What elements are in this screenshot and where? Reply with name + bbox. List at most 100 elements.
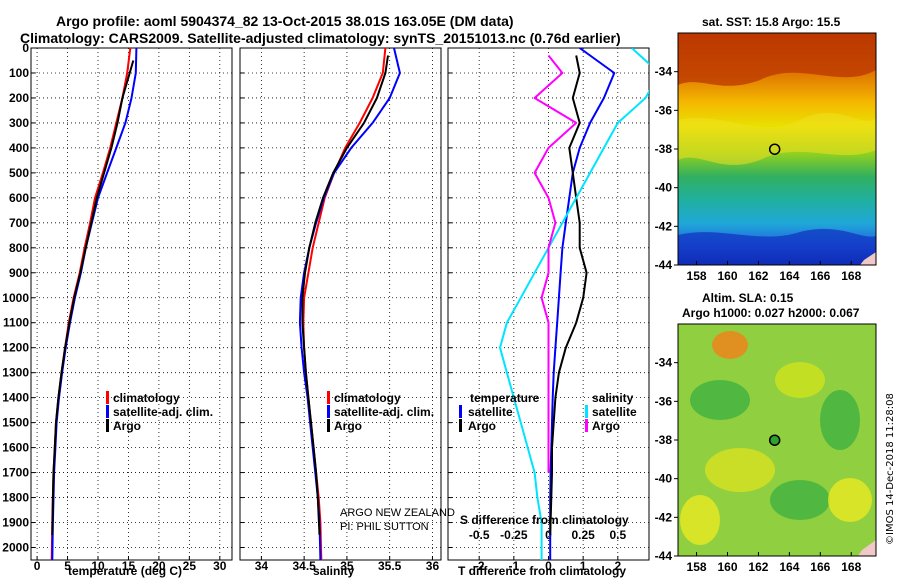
legend-label-t-argo: Argo — [468, 419, 496, 433]
temperature-x-tick-label: 30 — [213, 559, 227, 573]
map-lat-tick-label: -36 — [655, 394, 673, 408]
series-line-climatology — [50, 48, 132, 560]
map-lat-tick-label: -42 — [655, 219, 673, 233]
sst-cold-patch — [678, 228, 876, 265]
legend-label-s-argo: Argo — [592, 419, 620, 433]
legend-title-temperature: temperature — [470, 391, 540, 405]
difference-x-tick-label: -1 — [509, 559, 520, 573]
temperature-x-tick-label: 25 — [183, 559, 197, 573]
depth-tick-label: 500 — [9, 166, 29, 180]
depth-tick-label: 300 — [9, 116, 29, 130]
depth-tick-label: 1700 — [2, 466, 29, 480]
sla-land-patch — [858, 540, 876, 556]
depth-tick-label: 1200 — [2, 341, 29, 355]
difference-x-tick-label: -2 — [474, 559, 485, 573]
map-lon-tick-label: 158 — [687, 560, 707, 574]
legend-swatch-climatology — [327, 391, 330, 404]
depth-tick-label: 1000 — [2, 291, 29, 305]
s-difference-tick-label: 0 — [545, 528, 552, 542]
depth-tick-label: 1500 — [2, 416, 29, 430]
depth-tick-label: 700 — [9, 216, 29, 230]
legend-swatch-climatology — [106, 391, 109, 404]
depth-tick-label: 400 — [9, 141, 29, 155]
legend-swatch-satellite — [106, 405, 109, 418]
series-line-satellite-adj-clim- — [298, 48, 401, 560]
s-difference-tick-label: -0.25 — [500, 528, 528, 542]
sla-map-title-1: Altim. SLA: 0.15 — [702, 291, 794, 305]
x-tick-labels: 0 5 10 15 20 25 30 34 34.5 35 35.5 36 -2 -1 0 1 2 -0.5 -0.… — [34, 528, 627, 573]
salinity-x-tick-label: 35 — [340, 559, 354, 573]
series-line-argo — [533, 54, 578, 473]
difference-xlabel-top: S difference from climatology — [460, 513, 629, 527]
depth-tick-label: 100 — [9, 66, 29, 80]
salinity-xlabel: salinity — [313, 564, 355, 578]
map-lon-tick-label: 166 — [810, 560, 830, 574]
legend-label-satellite: satellite-adj. clim. — [113, 405, 213, 419]
temperature-x-tick-label: 15 — [122, 559, 136, 573]
temperature-xlabel: temperature (deg C) — [68, 564, 182, 578]
map-lon-tick-label: 160 — [717, 269, 737, 283]
title-line-1: Argo profile: aoml 5904374_82 13-Oct-201… — [56, 13, 514, 29]
legend-label-t-satellite: satellite — [468, 405, 513, 419]
depth-tick-label: 900 — [9, 266, 29, 280]
depth-tick-label: 800 — [9, 241, 29, 255]
sst-map: sat. SST: 15.8 Argo: 15.5 158 160 162 164 16… — [655, 15, 877, 283]
map-lat-tick-label: -34 — [655, 356, 673, 370]
sst-warm-patch — [678, 33, 876, 86]
map-lat-tick-label: -36 — [655, 103, 673, 117]
temperature-lines — [50, 48, 138, 560]
series-line-satellite — [499, 48, 649, 560]
difference-x-tick-label: 1 — [580, 559, 587, 573]
sst-front-band — [678, 112, 876, 165]
depth-tick-label: 1800 — [2, 491, 29, 505]
temperature-x-tick-label: 20 — [152, 559, 166, 573]
salinity-x-tick-label: 34.5 — [292, 559, 316, 573]
salinity-lines — [298, 48, 401, 560]
sla-high-patch — [680, 495, 720, 545]
legend-swatch-s-satellite — [585, 405, 588, 418]
copyright-stamp: ©IMOS 14-Dec-2018 11:28:08 — [885, 393, 896, 545]
depth-tick-label: 200 — [9, 91, 29, 105]
salinity-legend: climatology satellite-adj. clim. Argo — [327, 391, 434, 433]
series-line-argo — [549, 55, 588, 536]
series-line-argo — [51, 60, 135, 536]
temperature-panel-frame — [30, 47, 233, 561]
temperature-legend: climatology satellite-adj. clim. Argo — [106, 391, 213, 433]
map-lat-tick-label: -44 — [655, 549, 673, 563]
salinity-panel-frame — [239, 47, 442, 561]
map-lat-tick-label: -40 — [655, 472, 673, 486]
sla-low-patch — [770, 480, 830, 520]
map-lon-tick-label: 166 — [810, 269, 830, 283]
sla-high-patch — [775, 362, 825, 398]
legend-label-argo: Argo — [334, 419, 362, 433]
legend-label-climatology: climatology — [113, 391, 180, 405]
salinity-x-tick-label: 36 — [426, 559, 440, 573]
sst-map-title: sat. SST: 15.8 Argo: 15.5 — [702, 15, 841, 29]
difference-lines — [499, 48, 649, 560]
map-lon-tick-label: 162 — [748, 269, 768, 283]
temperature-x-tick-label: 0 — [34, 559, 41, 573]
map-lon-tick-label: 164 — [779, 269, 799, 283]
sst-map-ticks: 158 160 162 164 166 168 -34 -36 -38 -40 -42 -44 — [655, 65, 862, 283]
map-lat-tick-label: -38 — [655, 142, 673, 156]
difference-x-tick-label: 0 — [545, 559, 552, 573]
s-difference-tick-label: 0.25 — [571, 528, 595, 542]
legend-swatch-argo — [106, 419, 109, 432]
depth-tick-label: 600 — [9, 191, 29, 205]
difference-xlabel: T difference from climatology — [458, 564, 626, 578]
series-line-argo — [301, 55, 389, 536]
depth-tick-label: 1100 — [3, 316, 29, 330]
temperature-x-tick-label: 5 — [64, 559, 71, 573]
sla-high-patch — [705, 448, 775, 492]
argo-location-marker — [768, 434, 781, 446]
map-lat-tick-label: -34 — [655, 65, 673, 79]
map-lat-tick-label: -40 — [655, 181, 673, 195]
legend-swatch-t-satellite — [459, 405, 462, 418]
depth-tick-label: 0 — [22, 41, 29, 55]
depth-tick-labels: 0 100 200 300 400 500 600 700 800 900 1000 1100 1200… — [2, 41, 29, 555]
annotation-line-2: PI: PHIL SUTTON — [340, 521, 429, 533]
legend-label-satellite: satellite-adj. clim. — [334, 405, 434, 419]
depth-tick-label: 1900 — [2, 516, 29, 530]
